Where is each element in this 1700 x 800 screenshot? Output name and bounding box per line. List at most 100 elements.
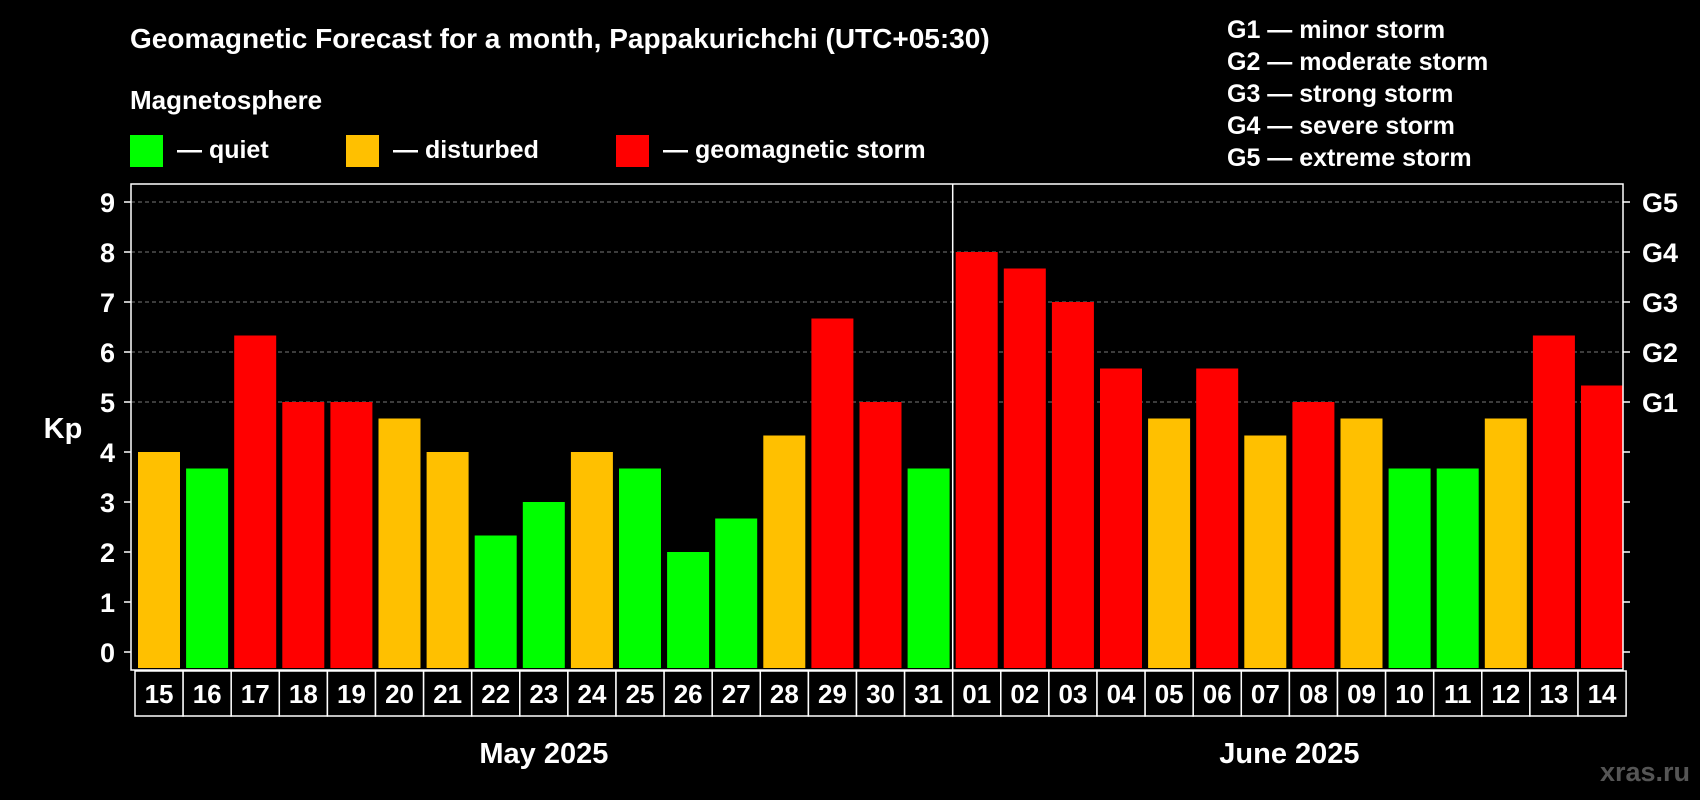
x-tick-box (134, 670, 184, 717)
x-tick-label: 04 (1107, 679, 1136, 709)
bar (1388, 468, 1431, 668)
bar (1051, 302, 1094, 668)
bar (282, 402, 325, 668)
bar (955, 252, 998, 668)
x-tick-box (1144, 670, 1194, 717)
x-tick-label: 02 (1010, 679, 1039, 709)
legend: — quiet — disturbed — geomagnetic storm (130, 135, 926, 167)
x-tick-box (278, 670, 329, 717)
x-tick-label: 24 (577, 679, 606, 709)
chart-title: Geomagnetic Forecast for a month, Pappak… (130, 23, 990, 54)
storm-scale-g5: G5 — extreme storm (1227, 144, 1472, 172)
x-tick-box (567, 670, 617, 717)
x-tick-label: 16 (193, 679, 222, 709)
bar (1532, 335, 1575, 668)
bar (1196, 368, 1239, 668)
x-tick-box (422, 670, 473, 717)
x-tick-box (182, 670, 232, 717)
bar (378, 418, 421, 668)
g-scale-label: G2 (1642, 338, 1678, 368)
y-tick-label: 8 (100, 238, 115, 268)
bar (667, 552, 710, 668)
bar (186, 468, 229, 668)
x-tick-labels: 15 16 17 18 19 20 21 22 23 24 25 26 27 28 29 30 31 01 02 03… (134, 670, 1627, 717)
x-tick-label: 03 (1058, 679, 1087, 709)
bar (1100, 368, 1142, 668)
x-tick-box (615, 670, 665, 717)
g-scale-label: G4 (1642, 238, 1678, 268)
bar (1292, 402, 1335, 668)
x-tick-label: 08 (1299, 679, 1328, 709)
y-tick-label: 5 (100, 388, 115, 418)
bar (715, 518, 758, 668)
legend-swatch-storm (616, 135, 649, 167)
x-tick-box (230, 670, 281, 717)
bars (138, 252, 1623, 668)
x-tick-box (1288, 670, 1339, 717)
y-tick-label: 3 (100, 488, 115, 518)
y-axis-label: Kp (44, 413, 83, 445)
storm-scale-g1: G1 — minor storm (1227, 16, 1445, 44)
bar (1436, 468, 1479, 668)
x-tick-box (1240, 670, 1291, 717)
bar (859, 402, 902, 668)
bar (138, 452, 180, 668)
x-tick-label: 01 (962, 679, 991, 709)
x-tick-label: 05 (1155, 679, 1184, 709)
bar (619, 468, 661, 668)
x-tick-box (326, 670, 377, 717)
month-labels: May 2025 June 2025 (479, 738, 1359, 770)
x-tick-label: 28 (770, 679, 799, 709)
g-scale-label: G3 (1642, 288, 1678, 318)
legend-label-storm: — geomagnetic storm (663, 136, 926, 164)
x-tick-box (1384, 670, 1435, 717)
storm-scale-legend: G1 — minor storm G2 — moderate storm G3 … (1227, 16, 1488, 172)
month-label: May 2025 (479, 738, 608, 770)
x-tick-box (1192, 670, 1243, 717)
bar (570, 452, 613, 668)
x-tick-label: 31 (914, 679, 943, 709)
bar (907, 468, 950, 668)
y-tick-label: 1 (100, 588, 115, 618)
bar (763, 435, 806, 668)
bar (234, 335, 277, 668)
y-tick-label: 6 (100, 338, 115, 368)
x-tick-label: 20 (385, 679, 414, 709)
bar (426, 452, 469, 668)
legend-swatch-disturbed (346, 135, 379, 167)
x-tick-box (1000, 670, 1050, 717)
y-tick-label: 7 (100, 288, 115, 318)
x-tick-label: 25 (626, 679, 655, 709)
x-tick-label: 27 (722, 679, 751, 709)
x-tick-label: 29 (818, 679, 847, 709)
storm-scale-g2: G2 — moderate storm (1227, 48, 1488, 76)
x-tick-label: 23 (529, 679, 558, 709)
legend-label-quiet: — quiet (177, 136, 269, 164)
g-scale-label: G5 (1642, 188, 1678, 218)
y-tick-label: 0 (100, 638, 115, 668)
x-tick-label: 21 (433, 679, 462, 709)
y-tick-label: 2 (100, 538, 115, 568)
x-tick-label: 26 (674, 679, 703, 709)
x-tick-box (711, 670, 762, 717)
x-tick-box (855, 670, 906, 717)
x-tick-label: 22 (481, 679, 510, 709)
bar (474, 535, 517, 668)
x-tick-box (759, 670, 810, 717)
x-tick-label: 10 (1395, 679, 1424, 709)
x-tick-label: 14 (1588, 679, 1617, 709)
x-tick-label: 07 (1251, 679, 1280, 709)
bar (330, 402, 373, 668)
bar (1003, 268, 1046, 668)
g-scale-label: G1 (1642, 388, 1678, 418)
x-tick-label: 09 (1347, 679, 1376, 709)
plot-frame (130, 183, 1624, 671)
x-tick-label: 30 (866, 679, 895, 709)
month-label: June 2025 (1219, 738, 1359, 770)
x-tick-label: 13 (1539, 679, 1568, 709)
storm-scale-g4: G4 — severe storm (1227, 112, 1455, 140)
bar (1244, 435, 1287, 668)
legend-swatch-quiet (130, 135, 163, 167)
y-tick-label: 9 (100, 188, 115, 218)
